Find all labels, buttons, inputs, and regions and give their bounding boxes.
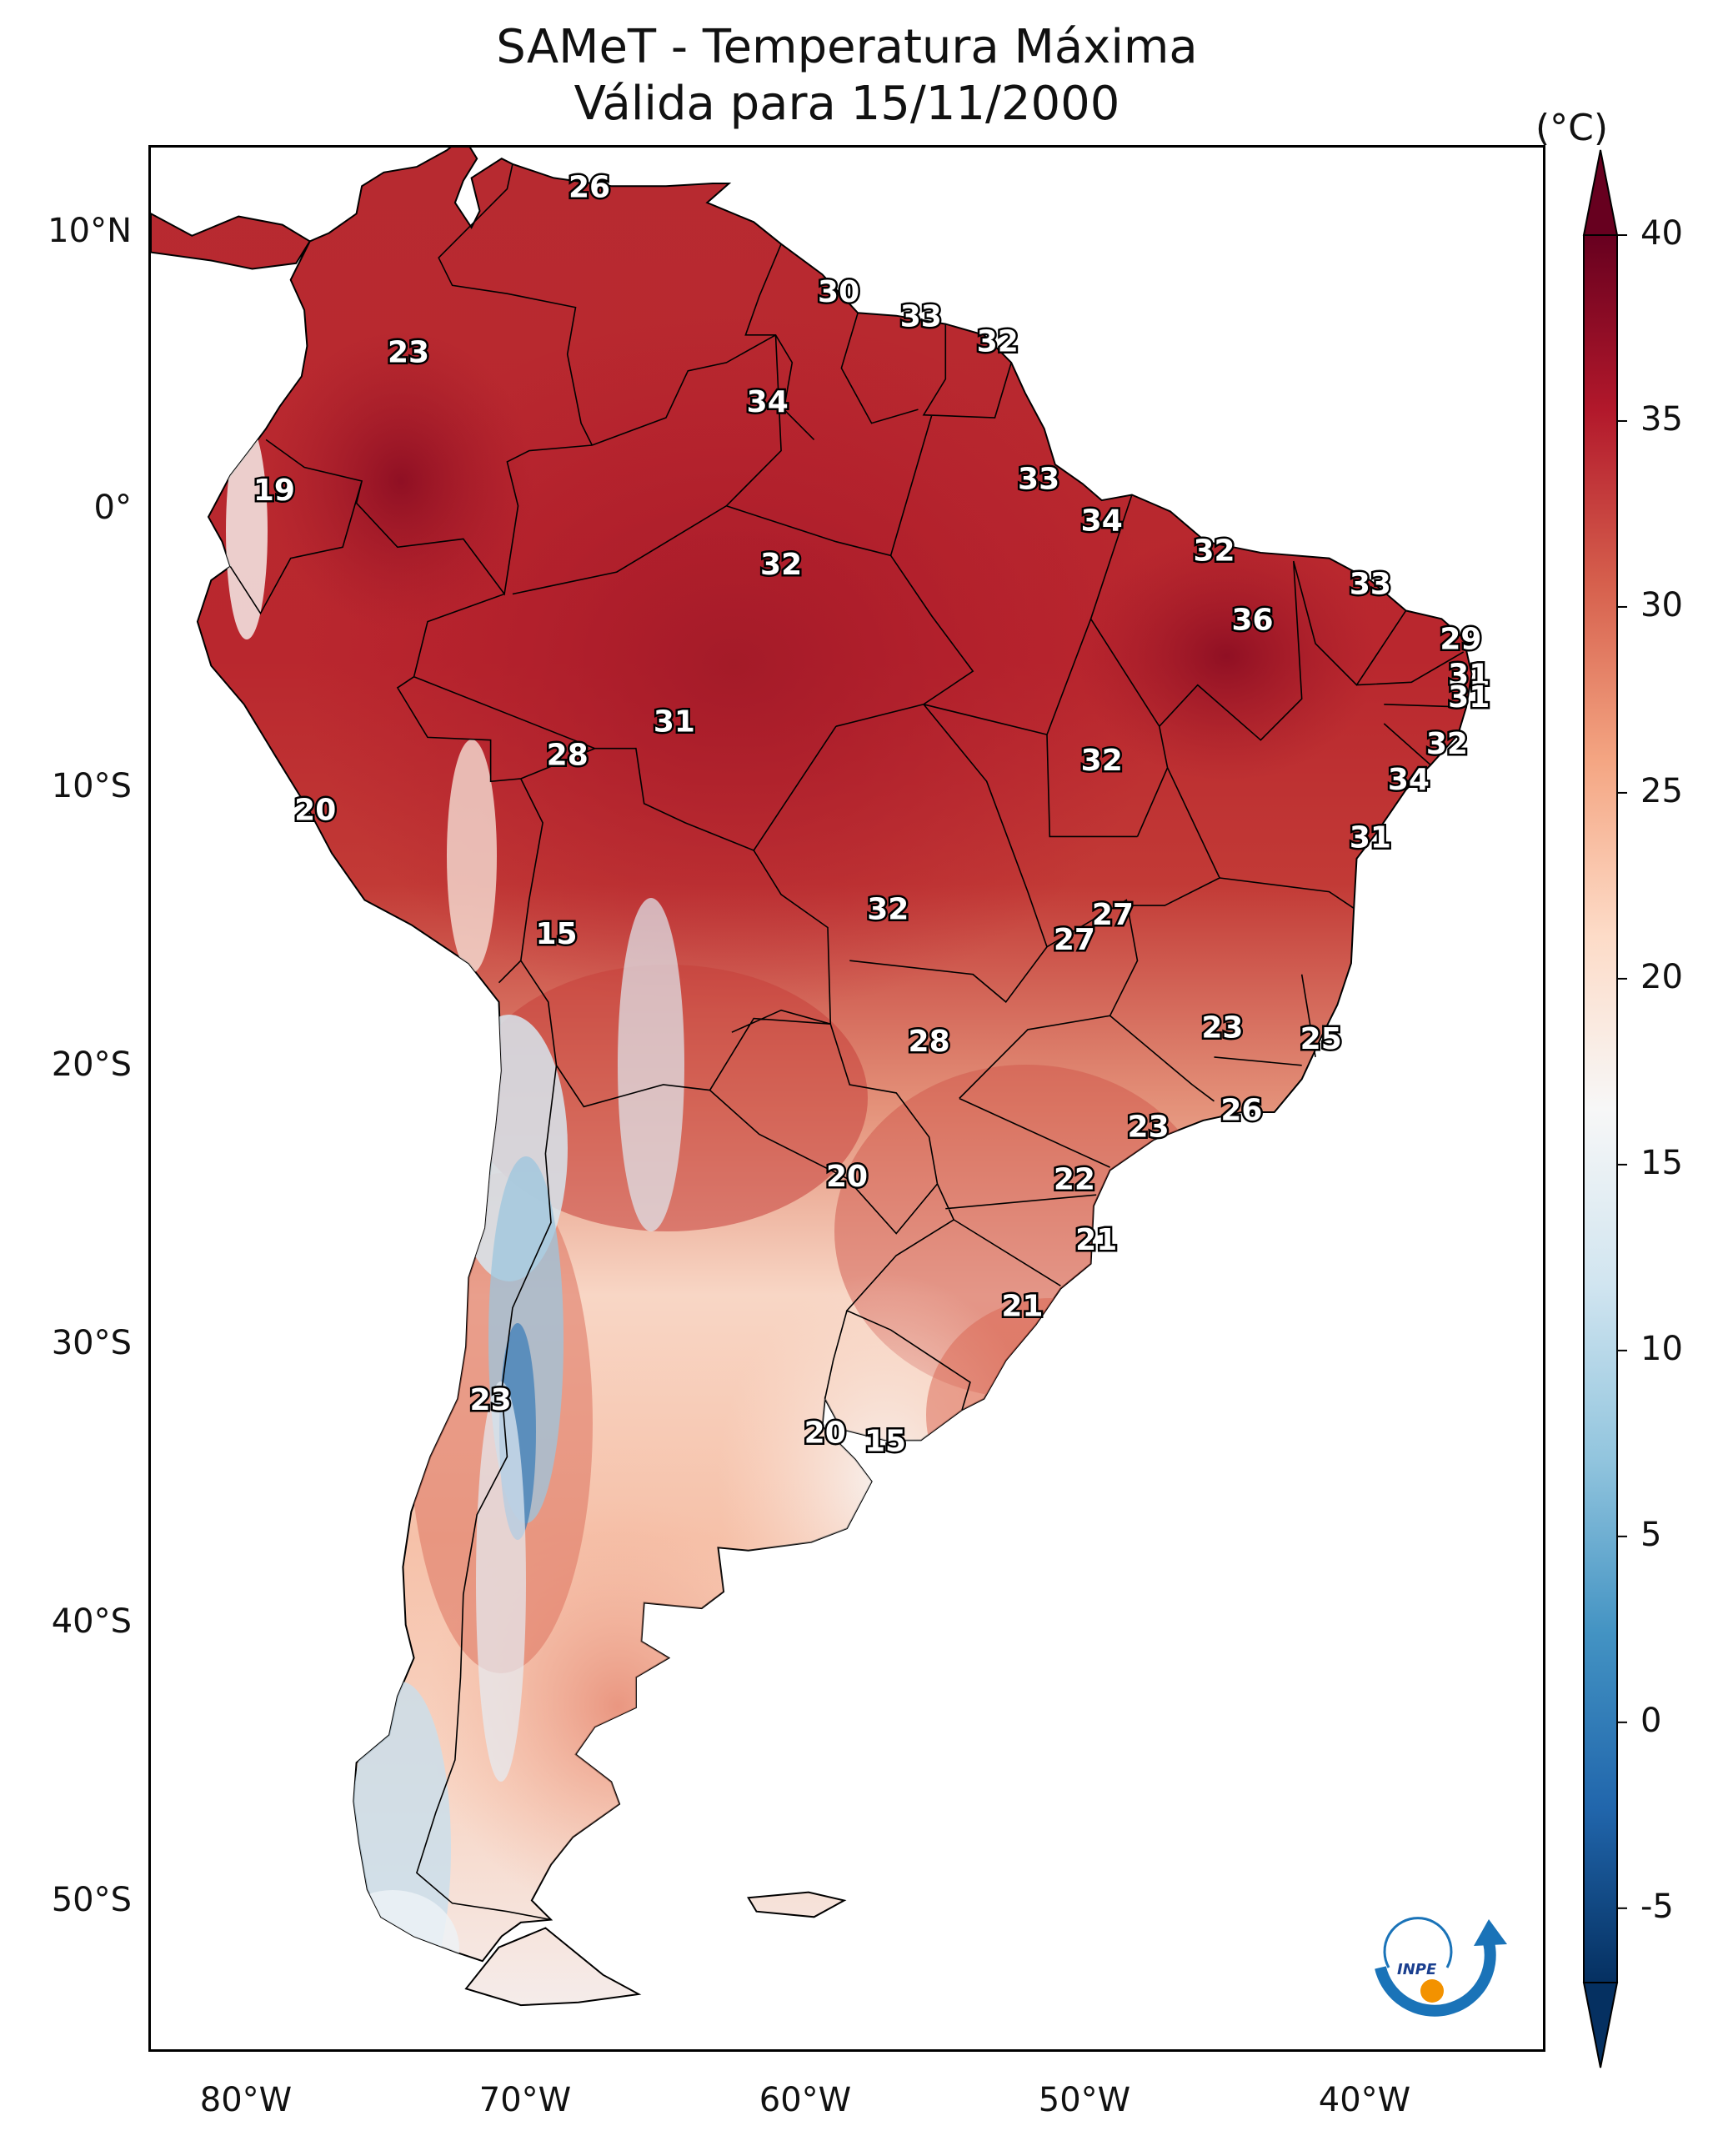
colorbar-tick-label: 10 (1640, 1329, 1683, 1368)
station-value: 20 (804, 1416, 846, 1451)
lon-label: 40°W (1318, 2081, 1411, 2119)
station-value: 26 (568, 170, 610, 204)
station-value: 21 (1075, 1223, 1117, 1257)
station-value: 32 (977, 324, 1019, 358)
station-value: 33 (900, 300, 942, 334)
station-value: 27 (1092, 898, 1134, 932)
station-value: 31 (654, 705, 695, 740)
station-value: 23 (1201, 1011, 1243, 1045)
station-value: 23 (470, 1383, 512, 1417)
station-value: 25 (1300, 1022, 1342, 1056)
station-value: 31 (1350, 820, 1391, 855)
station-value: 32 (1426, 727, 1468, 761)
lat-label: 10°N (48, 212, 132, 250)
station-value: 34 (747, 385, 789, 419)
colorbar (1582, 149, 1627, 2068)
colorbar-tick-label: -5 (1640, 1887, 1674, 1926)
colorbar-tick-label: 30 (1640, 585, 1683, 624)
lon-label: 80°W (199, 2081, 293, 2119)
map-panel: 26 30 33 32 23 34 19 33 34 32 32 33 36 29 31 31 31 32 28 32… (148, 145, 1545, 2052)
colorbar-tick-label: 0 (1640, 1701, 1662, 1740)
station-value: 32 (760, 548, 802, 582)
station-value: 26 (1220, 1094, 1262, 1128)
station-value: 31 (1448, 680, 1490, 714)
station-value: 32 (1193, 534, 1235, 569)
station-value: 32 (1081, 744, 1123, 778)
station-value: 19 (253, 474, 295, 508)
station-value: 32 (867, 892, 909, 926)
map-title-line2: Válida para 15/11/2000 (573, 77, 1120, 131)
station-value: 29 (1440, 622, 1481, 656)
lon-label: 60°W (759, 2081, 852, 2119)
lat-label: 20°S (51, 1045, 132, 1084)
station-value: 28 (547, 738, 589, 772)
colorbar-tick-label: 25 (1640, 771, 1683, 810)
inpe-logo: INPE (1375, 1917, 1507, 2017)
lat-label: 30°S (51, 1324, 132, 1362)
colorbar-ramp (1583, 234, 1618, 1983)
lat-label: 50°S (51, 1881, 132, 1919)
station-value: 33 (1350, 567, 1391, 601)
station-value: 36 (1231, 603, 1273, 637)
station-value: 34 (1081, 504, 1123, 538)
station-value: 15 (864, 1424, 906, 1458)
colorbar-tick-label: 20 (1640, 957, 1683, 996)
station-value: 30 (818, 275, 859, 309)
station-value: 23 (1128, 1111, 1170, 1145)
station-value: 15 (535, 917, 577, 951)
map-title-line1: SAMeT - Temperatura Máxima (496, 20, 1198, 74)
lon-label: 50°W (1038, 2081, 1131, 2119)
lat-label: 40°S (51, 1602, 132, 1641)
station-value: 28 (909, 1025, 950, 1059)
colorbar-max-arrow (1582, 149, 1619, 236)
lat-label: 10°S (51, 767, 132, 805)
lon-label: 70°W (478, 2081, 572, 2119)
station-value: 27 (1054, 923, 1095, 957)
political-borders (229, 163, 1465, 1921)
colorbar-tick-label: 15 (1640, 1143, 1683, 1182)
colorbar-unit: (°C) (1535, 107, 1609, 149)
station-value: 21 (1001, 1289, 1043, 1323)
station-value: 20 (826, 1160, 868, 1194)
colorbar-min-arrow (1582, 1982, 1619, 2068)
station-value: 22 (1054, 1162, 1095, 1196)
logo-text: INPE (1397, 1961, 1437, 1978)
station-value: 33 (1018, 463, 1059, 497)
colorbar-tick-label: 40 (1640, 214, 1683, 253)
station-value: 23 (388, 336, 429, 370)
colorbar-tick-label: 5 (1640, 1515, 1662, 1554)
station-value: 20 (294, 793, 336, 827)
station-value: 34 (1388, 763, 1430, 797)
lat-label: 0° (93, 489, 132, 527)
colorbar-tick-label: 35 (1640, 399, 1683, 439)
station-value: 31 (1448, 658, 1490, 692)
